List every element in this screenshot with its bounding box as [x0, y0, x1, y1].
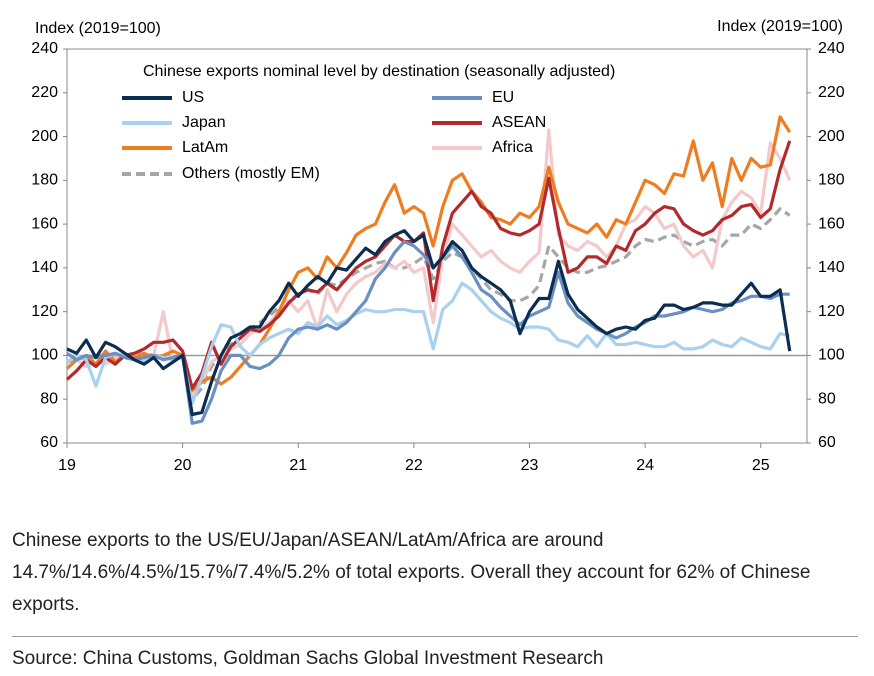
- y-tick-label: 220: [31, 84, 58, 101]
- y2-tick-label: 120: [818, 303, 845, 320]
- y2-tick-label: 80: [818, 390, 836, 407]
- legend-label: ASEAN: [492, 114, 546, 131]
- y2-tick-label: 60: [818, 434, 836, 451]
- y-tick-label: 180: [31, 172, 58, 189]
- y2-tick-label: 240: [818, 40, 845, 57]
- y2-tick-label: 220: [818, 84, 845, 101]
- y-tick-label: 100: [31, 347, 58, 364]
- y-tick-label: 120: [31, 303, 58, 320]
- legend-label: LatAm: [182, 139, 228, 156]
- separator: [12, 636, 858, 637]
- y2-tick-label: 100: [818, 347, 845, 364]
- y2-tick-label: 180: [818, 172, 845, 189]
- legend-label: US: [182, 89, 204, 106]
- legend-title: Chinese exports nominal level by destina…: [143, 63, 615, 80]
- y-tick-label: 80: [40, 390, 58, 407]
- legend-label: EU: [492, 89, 514, 106]
- y-tick-label: 200: [31, 128, 58, 145]
- x-tick-label: 19: [58, 457, 76, 474]
- note: Chinese exports to the US/EU/Japan/ASEAN…: [12, 530, 811, 615]
- chart: Index (2019=100) Index (2019=100) Chines…: [31, 18, 845, 474]
- legend-label: Japan: [182, 114, 226, 131]
- x-tick-label: 23: [521, 457, 539, 474]
- x-tick-label: 25: [752, 457, 770, 474]
- y-axis-label: Index (2019=100): [35, 20, 161, 37]
- y-tick-label: 160: [31, 215, 58, 232]
- x-tick-label: 20: [174, 457, 192, 474]
- source: Source: China Customs, Goldman Sachs Glo…: [12, 648, 604, 669]
- series-line: [66, 229, 792, 417]
- legend-label: Others (mostly EM): [182, 165, 320, 182]
- y-tick-label: 60: [40, 434, 58, 451]
- y-tick-label: 240: [31, 40, 58, 57]
- y2-tick-label: 140: [818, 259, 845, 276]
- legend-label: Africa: [492, 139, 533, 156]
- x-tick-label: 21: [289, 457, 307, 474]
- y-tick-label: 140: [31, 259, 58, 276]
- y2-axis-label: Index (2019=100): [717, 18, 843, 35]
- x-tick-label: 22: [405, 457, 423, 474]
- series-line: [65, 140, 792, 390]
- y2-tick-label: 160: [818, 215, 845, 232]
- x-tick-label: 24: [636, 457, 654, 474]
- y2-tick-label: 200: [818, 128, 845, 145]
- plot-frame: [66, 48, 808, 444]
